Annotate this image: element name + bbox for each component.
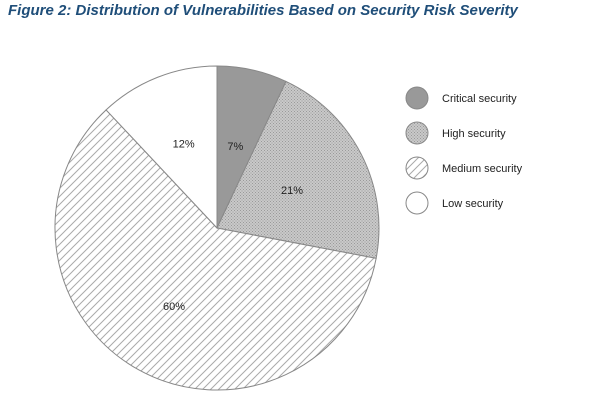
legend-label-medium-security: Medium security <box>442 163 523 175</box>
legend-label-high-security: High security <box>442 128 506 140</box>
slice-label-medium-security: 60% <box>163 301 185 313</box>
pie-slice-high-security <box>216 80 380 259</box>
legend-label-critical-security: Critical security <box>442 93 517 105</box>
pie-slice-low-security <box>105 65 218 230</box>
chart-title: Figure 2: Distribution of Vulnerabilitie… <box>8 2 518 19</box>
legend-label-low-security: Low security <box>442 198 504 210</box>
legend-swatch-medium-security <box>405 156 429 180</box>
legend-swatch-high-security <box>405 121 429 145</box>
slice-label-high-security: 21% <box>281 185 303 197</box>
pie-slice-medium-security <box>54 109 377 391</box>
slice-label-critical-security: 7% <box>227 141 243 153</box>
legend-swatch-critical-security <box>405 86 429 110</box>
legend-swatch-low-security <box>405 191 429 215</box>
slice-label-low-security: 12% <box>173 139 195 151</box>
